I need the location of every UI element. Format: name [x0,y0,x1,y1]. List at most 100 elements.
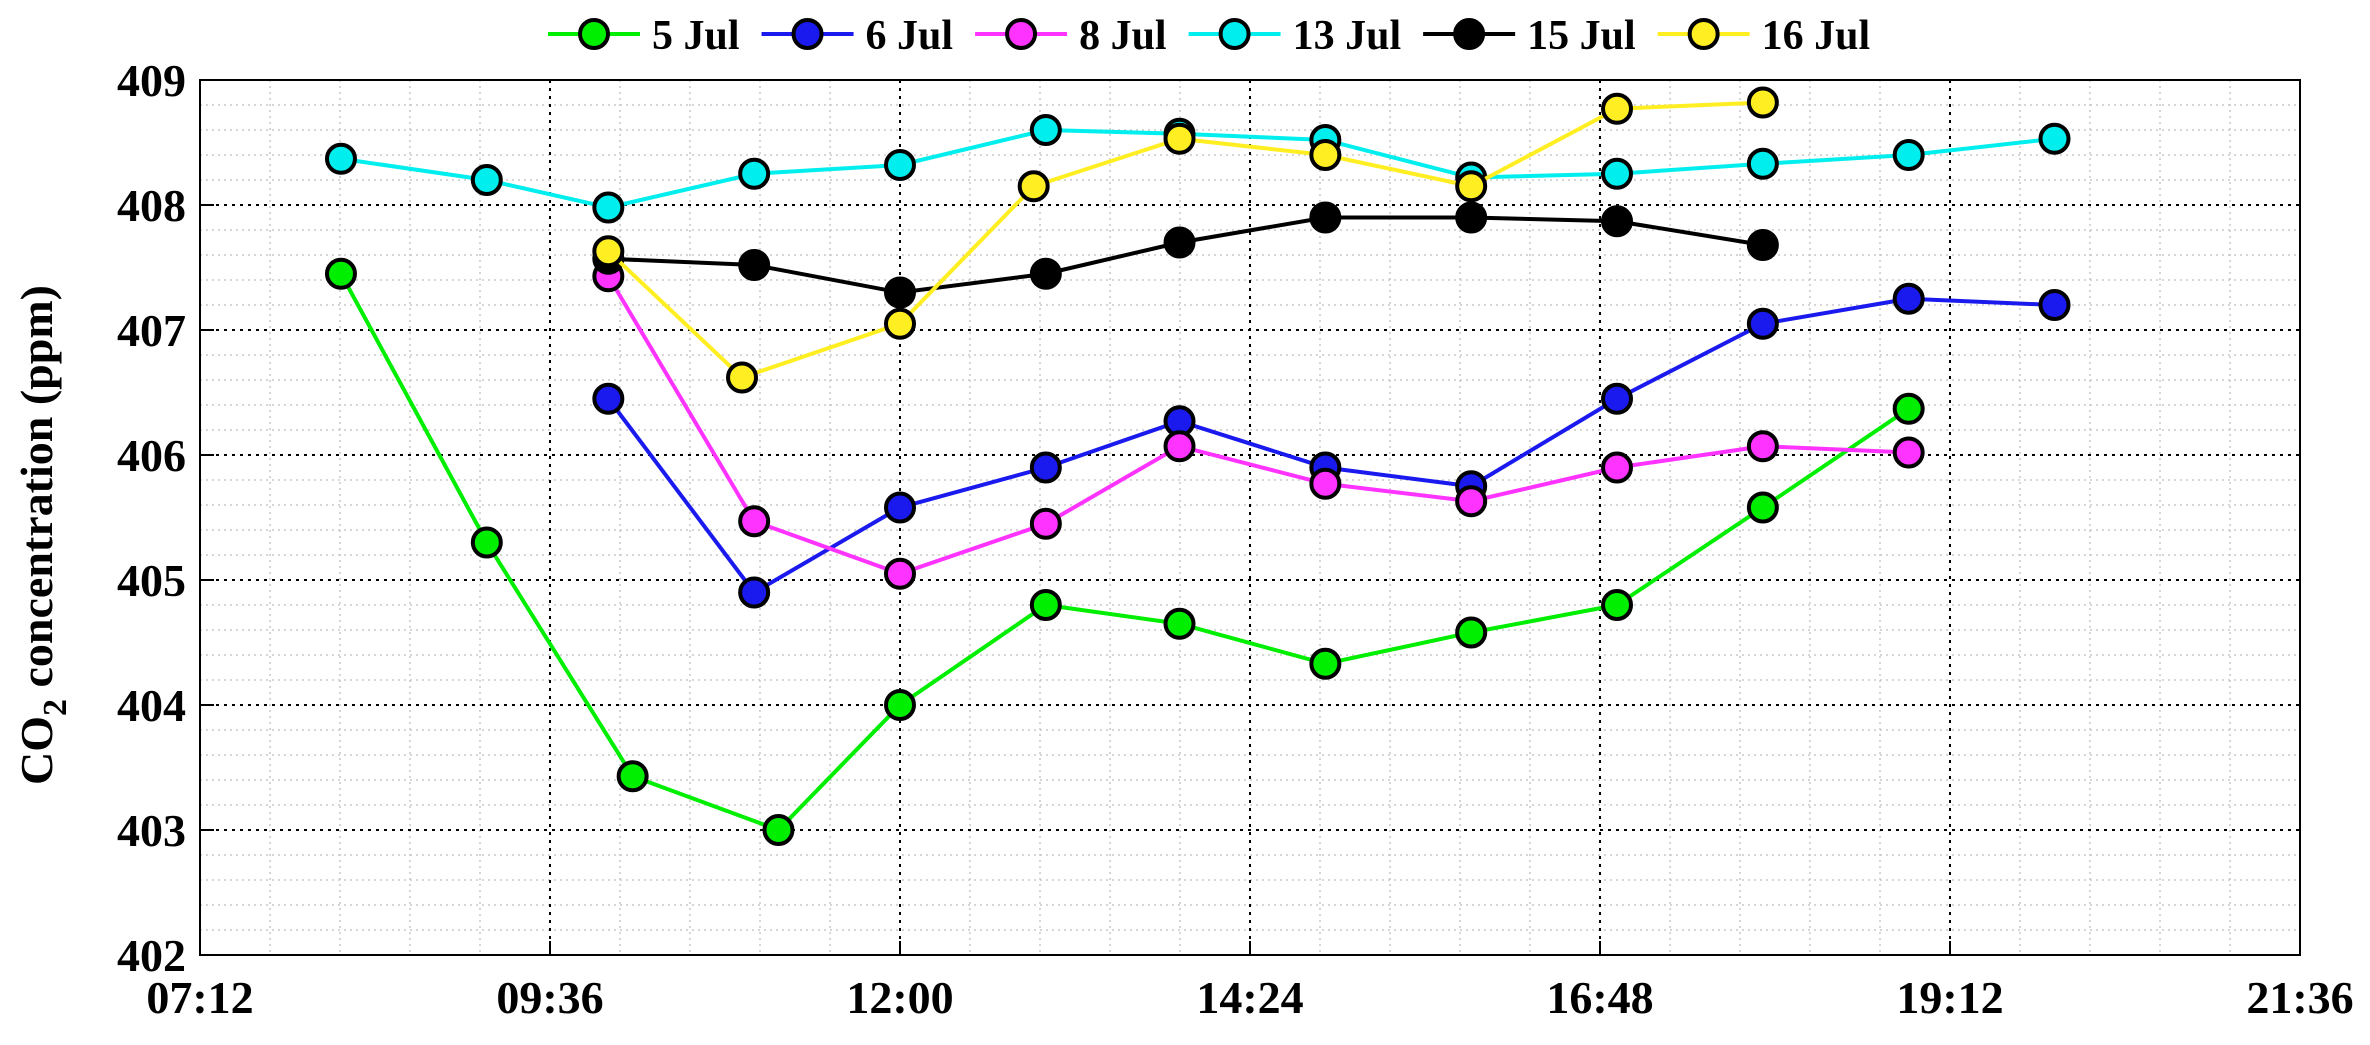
data-point-16-jul [594,237,622,265]
data-point-13-jul [594,194,622,222]
legend-marker-5-jul [580,20,608,48]
y-tick-label: 407 [117,305,186,356]
data-point-16-jul [1311,141,1339,169]
legend-item-5-jul[interactable]: 5 Jul [548,13,740,59]
x-axis-ticks: 07:12 09:36 12:00 14:24 16:48 19:12 21:36 [146,941,2353,1023]
legend-marker-6-jul [794,20,822,48]
y-axis-label: CO2 concentration (ppm) [11,285,74,785]
y-tick-label: 406 [117,430,186,481]
data-point-15-jul [1749,231,1777,259]
legend-label-15-jul: 15 Jul [1527,13,1636,59]
y-tick-label: 405 [117,555,186,606]
data-point-15-jul [740,251,768,279]
data-point-5-jul [473,529,501,557]
legend-label-16-jul: 16 Jul [1762,13,1871,59]
legend-item-15-jul[interactable]: 15 Jul [1423,13,1636,59]
y-tick-label: 408 [117,180,186,231]
data-point-5-jul [1603,591,1631,619]
y-tick-label: 402 [117,930,186,981]
data-point-15-jul [1603,207,1631,235]
major-grid [200,80,2300,955]
x-tick-label: 14:24 [1196,972,1303,1023]
data-point-6-jul [1749,310,1777,338]
data-point-5-jul [764,816,792,844]
data-point-8-jul [1603,454,1631,482]
legend-item-16-jul[interactable]: 16 Jul [1658,13,1871,59]
data-point-8-jul [1895,439,1923,467]
data-point-8-jul [886,560,914,588]
data-point-5-jul [1166,610,1194,638]
series-5-jul [327,260,1923,844]
data-point-5-jul [1457,619,1485,647]
data-point-16-jul [1749,89,1777,117]
data-point-15-jul [1166,229,1194,257]
data-point-5-jul [327,260,355,288]
y-tick-label: 403 [117,805,186,856]
data-point-6-jul [1895,285,1923,313]
legend-label-8-jul: 8 Jul [1079,13,1167,59]
data-point-15-jul [1032,260,1060,288]
data-point-8-jul [740,507,768,535]
data-point-13-jul [473,166,501,194]
x-tick-label: 19:12 [1896,972,2003,1023]
data-point-6-jul [2041,291,2069,319]
series-13-jul [327,116,2069,222]
data-point-16-jul [1603,95,1631,123]
data-point-13-jul [886,151,914,179]
legend[interactable]: 5 Jul 6 Jul 8 Jul 13 Jul 15 Jul 16 Jul [548,13,1870,59]
data-point-8-jul [1032,510,1060,538]
legend-marker-16-jul [1690,20,1718,48]
data-point-13-jul [1895,141,1923,169]
legend-label-6-jul: 6 Jul [866,13,954,59]
x-tick-label: 09:36 [496,972,603,1023]
data-point-16-jul [886,310,914,338]
data-point-6-jul [594,385,622,413]
legend-item-6-jul[interactable]: 6 Jul [762,13,954,59]
data-point-13-jul [1749,150,1777,178]
data-point-5-jul [1032,591,1060,619]
data-point-5-jul [1749,494,1777,522]
data-point-5-jul [1311,650,1339,678]
data-point-16-jul [1457,172,1485,200]
data-point-6-jul [740,579,768,607]
series-8-jul [594,262,1922,588]
plot-frame [200,80,2300,955]
data-point-13-jul [1032,116,1060,144]
y-label-rest: concentration (ppm) [11,285,62,699]
legend-marker-13-jul [1221,20,1249,48]
legend-label-13-jul: 13 Jul [1293,13,1402,59]
series-line-5-jul [341,274,1909,830]
x-tick-label: 21:36 [2246,972,2353,1023]
data-point-15-jul [1457,204,1485,232]
data-point-15-jul [1311,204,1339,232]
data-point-16-jul [728,364,756,392]
data-point-13-jul [740,160,768,188]
series-line-8-jul [608,276,1908,574]
y-label-main: CO [11,716,62,785]
x-tick-label: 16:48 [1546,972,1653,1023]
y-tick-label: 409 [117,55,186,106]
data-point-8-jul [1311,470,1339,498]
legend-marker-8-jul [1007,20,1035,48]
data-point-8-jul [1166,432,1194,460]
data-point-5-jul [619,762,647,790]
data-point-16-jul [1166,125,1194,153]
data-point-13-jul [2041,125,2069,153]
data-point-6-jul [886,494,914,522]
data-point-8-jul [1457,487,1485,515]
y-tick-label: 404 [117,680,186,731]
data-point-6-jul [1032,454,1060,482]
data-point-16-jul [1020,172,1048,200]
legend-item-13-jul[interactable]: 13 Jul [1189,13,1402,59]
x-tick-label: 12:00 [846,972,953,1023]
legend-marker-15-jul [1455,20,1483,48]
y-label-subscript: 2 [37,699,74,716]
legend-item-8-jul[interactable]: 8 Jul [975,13,1167,59]
data-point-6-jul [1603,385,1631,413]
legend-label-5-jul: 5 Jul [652,13,740,59]
data-point-5-jul [886,691,914,719]
data-point-8-jul [1749,432,1777,460]
data-point-15-jul [886,279,914,307]
